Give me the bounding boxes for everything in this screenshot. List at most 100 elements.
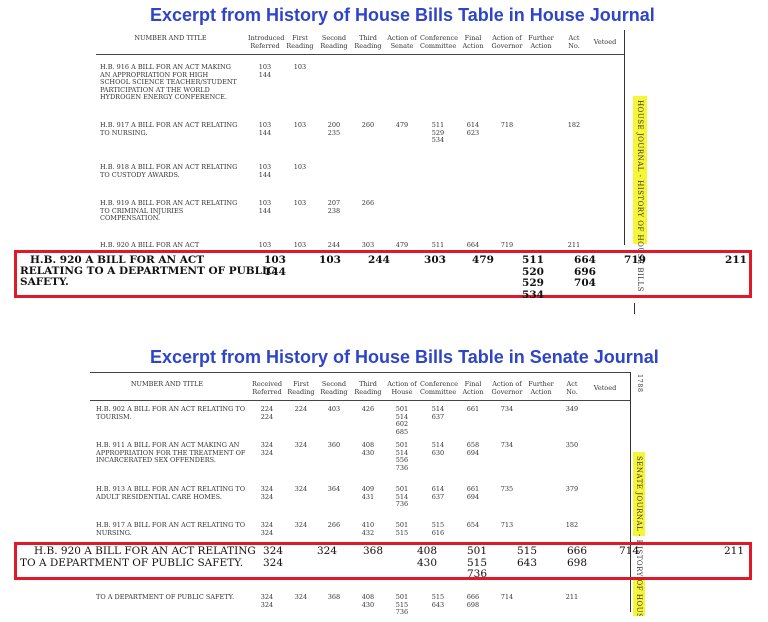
senate-row-902-received: 224 224 (260, 405, 274, 421)
senate-row-913-title: H.B. 913 A BILL FOR AN ACT RELATING TO A… (96, 485, 246, 501)
senate-hl-governor: 666 698 (566, 545, 588, 569)
senate-row-913-governor: 735 (500, 485, 514, 493)
house-hl-title-line1: H.B. 920 A BILL FOR AN ACT (30, 254, 205, 266)
senate-row-913-received: 324 324 (260, 485, 274, 501)
senate-header-conference: Conference Committee (420, 380, 458, 396)
senate-row-920-repeat-received: 324 324 (260, 593, 274, 609)
senate-row-902-third: 426 (361, 405, 375, 413)
senate-row-920-repeat-act: 211 (565, 593, 579, 601)
senate-hl-further: 714 (618, 545, 640, 557)
house-hl-third: 303 (424, 254, 446, 266)
senate-row-911-conference: 514 630 (431, 441, 445, 457)
house-row-919-second: 207 238 (327, 199, 341, 215)
house-row-917-conference: 511 529 534 (431, 121, 445, 144)
senate-excerpt-title: Excerpt from History of House Bills Tabl… (150, 347, 659, 367)
senate-row-917-first: 324 (294, 521, 308, 529)
senate-row-911-house: 501 514 556 736 (395, 441, 409, 472)
house-row-920-final: 664 (466, 241, 480, 249)
house-header-act-no: Act No. (568, 34, 580, 50)
senate-row-911-second: 360 (327, 441, 341, 449)
house-row-917-governor: 718 (500, 121, 514, 129)
house-hl-title-line3: SAFETY. (20, 276, 69, 288)
senate-header-further-action: Further Action (528, 380, 554, 396)
senate-hl-title-line1: H.B. 920 A BILL FOR AN ACT RELATING (34, 545, 256, 557)
house-hl-introduced: 103 144 (264, 254, 286, 278)
senate-row-917-house: 501 515 (395, 521, 409, 537)
house-row-918-introduced: 103 144 (258, 163, 272, 179)
senate-row-911-first: 324 (294, 441, 308, 449)
senate-hl-conference: 501 515 736 (466, 545, 488, 580)
senate-row-911-title: H.B. 911 A BILL FOR AN ACT MAKING AN APP… (96, 441, 246, 464)
senate-journal-scan: NUMBER AND TITLE Received Referred First… (90, 370, 642, 620)
house-hl-title-line2: RELATING TO A DEPARTMENT OF PUBLIC (20, 265, 276, 277)
senate-header-second-reading: Second Reading (320, 380, 348, 396)
senate-highlight-box (14, 542, 752, 580)
house-header-second-reading: Second Reading (320, 34, 348, 50)
senate-row-913-conference: 614 637 (431, 485, 445, 501)
senate-hl-first: 324 (316, 545, 338, 557)
senate-header-rule (90, 400, 630, 401)
senate-row-917-title: H.B. 917 A BILL FOR AN ACT RELATING TO N… (96, 521, 246, 537)
senate-side-label: SENATE JOURNAL - HISTORY OF HOUSE BILLS (635, 456, 643, 616)
senate-hl-received: 324 324 (262, 545, 284, 569)
house-row-920-act: 211 (567, 241, 581, 249)
house-row-919-title: H.B. 919 A BILL FOR AN ACT RELATING TO C… (100, 199, 238, 222)
house-row-916-first: 103 (293, 63, 307, 71)
senate-row-913-third: 409 431 (361, 485, 375, 501)
senate-row-920-repeat-second: 368 (327, 593, 341, 601)
house-row-920-conference: 511 (431, 241, 445, 249)
senate-side-label-highlight-1 (633, 452, 645, 536)
senate-row-902-first: 224 (294, 405, 308, 413)
house-row-916-introduced: 103 144 (258, 63, 272, 79)
house-row-920-second: 244 (327, 241, 341, 249)
house-header-first-reading: First Reading (286, 34, 314, 50)
senate-header-first-reading: First Reading (287, 380, 315, 396)
house-hl-governor: 719 (624, 254, 646, 266)
house-row-917-act: 182 (567, 121, 581, 129)
house-row-920-third: 303 (361, 241, 375, 249)
senate-header-final-action: Final Action (462, 380, 484, 396)
senate-header-third-reading: Third Reading (354, 380, 382, 396)
house-row-917-third: 260 (361, 121, 375, 129)
house-row-920-senate: 479 (395, 241, 409, 249)
house-journal-scan: NUMBER AND TITLE Introduced Referred Fir… (96, 30, 636, 252)
house-header-final-action: Final Action (462, 34, 484, 50)
house-highlight-box (14, 250, 752, 298)
house-side-label: HOUSE JOURNAL - HISTORY OF HOUSE BILLS (636, 100, 644, 292)
senate-row-911-final: 658 694 (466, 441, 480, 457)
house-hl-senate: 479 (472, 254, 494, 266)
house-header-conference: Conference Committee (420, 34, 458, 50)
senate-row-917-act: 182 (565, 521, 579, 529)
senate-row-902-governor: 734 (500, 405, 514, 413)
senate-row-913-first: 324 (294, 485, 308, 493)
senate-header-vetoed: Vetoed (593, 384, 617, 392)
senate-header-received: Received Referred (252, 380, 282, 396)
senate-row-902-title: H.B. 902 A BILL FOR AN ACT RELATING TO T… (96, 405, 246, 421)
house-row-917-first: 103 (293, 121, 307, 129)
house-row-919-first: 103 (293, 199, 307, 207)
senate-row-911-governor: 734 (500, 441, 514, 449)
house-row-918-first: 103 (293, 163, 307, 171)
house-row-917-second: 200 235 (327, 121, 341, 137)
senate-header-action-governor: Action of Governor (491, 380, 523, 396)
senate-row-917-governor: 713 (500, 521, 514, 529)
senate-row-917-second: 266 (327, 521, 341, 529)
house-excerpt-title: Excerpt from History of House Bills Tabl… (150, 5, 655, 25)
senate-right-rule (630, 372, 631, 612)
senate-row-913-final: 661 694 (466, 485, 480, 501)
senate-row-920-repeat-house: 501 515 736 (395, 593, 409, 616)
senate-hl-final: 515 643 (516, 545, 538, 569)
senate-row-902-conference: 514 637 (431, 405, 445, 421)
house-row-916-title: H.B. 916 A BILL FOR AN ACT MAKING AN APP… (100, 63, 237, 101)
senate-hl-house: 408 430 (416, 545, 438, 569)
senate-row-911-third: 408 430 (361, 441, 375, 457)
senate-top-rule (90, 372, 630, 373)
senate-row-917-received: 324 324 (260, 521, 274, 537)
senate-hl-title-line2: TO A DEPARTMENT OF PUBLIC SAFETY. (20, 557, 244, 569)
house-header-further-action: Further Action (528, 34, 554, 50)
house-header-vetoed: Vetoed (593, 38, 617, 46)
senate-row-902-second: 403 (327, 405, 341, 413)
senate-row-920-repeat-third: 408 430 (361, 593, 375, 609)
senate-page-number: 1788 (636, 374, 644, 393)
house-row-919-introduced: 103 144 (258, 199, 272, 215)
